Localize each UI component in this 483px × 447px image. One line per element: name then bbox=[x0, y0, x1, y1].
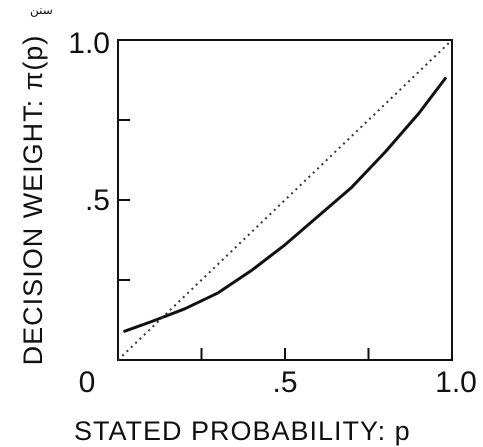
identity-line bbox=[117, 39, 453, 361]
series-layer bbox=[117, 39, 453, 361]
y-tick-label-0.5: .5 bbox=[85, 184, 110, 217]
header-mark: سنن bbox=[30, 3, 53, 17]
y-axis-title: DECISION WEIGHT: π(p) bbox=[18, 35, 48, 366]
x-tick-label-1.0: 1.0 bbox=[435, 366, 477, 399]
y-tick-label-1.0: 1.0 bbox=[68, 27, 110, 60]
x-tick-label-0: 0 bbox=[79, 366, 96, 399]
y-axis-ticks bbox=[118, 119, 130, 281]
x-axis-ticks bbox=[200, 348, 370, 360]
x-axis-title: STATED PROBABILITY: p bbox=[74, 416, 411, 446]
plot-frame bbox=[117, 39, 453, 361]
x-tick-label-0.5: .5 bbox=[272, 366, 297, 399]
decision-weight-curve bbox=[123, 76, 447, 333]
